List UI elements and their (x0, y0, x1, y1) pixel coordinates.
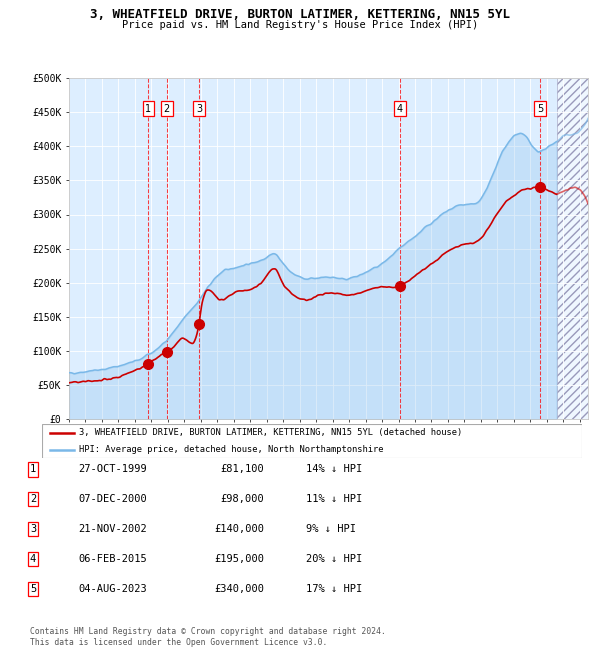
Text: £98,000: £98,000 (220, 494, 264, 504)
Text: 3: 3 (30, 524, 36, 534)
Text: 3, WHEATFIELD DRIVE, BURTON LATIMER, KETTERING, NN15 5YL (detached house): 3, WHEATFIELD DRIVE, BURTON LATIMER, KET… (79, 428, 462, 437)
Text: Contains HM Land Registry data © Crown copyright and database right 2024.
This d: Contains HM Land Registry data © Crown c… (30, 627, 386, 647)
Text: 1: 1 (145, 104, 151, 114)
Text: 3: 3 (196, 104, 202, 114)
Text: 4: 4 (30, 554, 36, 564)
Text: Price paid vs. HM Land Registry's House Price Index (HPI): Price paid vs. HM Land Registry's House … (122, 20, 478, 29)
Text: 2: 2 (30, 494, 36, 504)
Text: 2: 2 (164, 104, 170, 114)
Text: 20% ↓ HPI: 20% ↓ HPI (306, 554, 362, 564)
Text: HPI: Average price, detached house, North Northamptonshire: HPI: Average price, detached house, Nort… (79, 445, 383, 454)
Text: 06-FEB-2015: 06-FEB-2015 (78, 554, 147, 564)
Text: 14% ↓ HPI: 14% ↓ HPI (306, 464, 362, 474)
Text: 9% ↓ HPI: 9% ↓ HPI (306, 524, 356, 534)
Text: 07-DEC-2000: 07-DEC-2000 (78, 494, 147, 504)
Text: 11% ↓ HPI: 11% ↓ HPI (306, 494, 362, 504)
Text: £140,000: £140,000 (214, 524, 264, 534)
Text: 27-OCT-1999: 27-OCT-1999 (78, 464, 147, 474)
Text: 5: 5 (537, 104, 543, 114)
Text: £81,100: £81,100 (220, 464, 264, 474)
Text: £195,000: £195,000 (214, 554, 264, 564)
Text: 17% ↓ HPI: 17% ↓ HPI (306, 584, 362, 594)
FancyBboxPatch shape (42, 424, 582, 458)
Text: 04-AUG-2023: 04-AUG-2023 (78, 584, 147, 594)
Text: 4: 4 (397, 104, 403, 114)
Text: 3, WHEATFIELD DRIVE, BURTON LATIMER, KETTERING, NN15 5YL: 3, WHEATFIELD DRIVE, BURTON LATIMER, KET… (90, 8, 510, 21)
Text: 21-NOV-2002: 21-NOV-2002 (78, 524, 147, 534)
Text: 5: 5 (30, 584, 36, 594)
Text: £340,000: £340,000 (214, 584, 264, 594)
Text: 1: 1 (30, 464, 36, 474)
